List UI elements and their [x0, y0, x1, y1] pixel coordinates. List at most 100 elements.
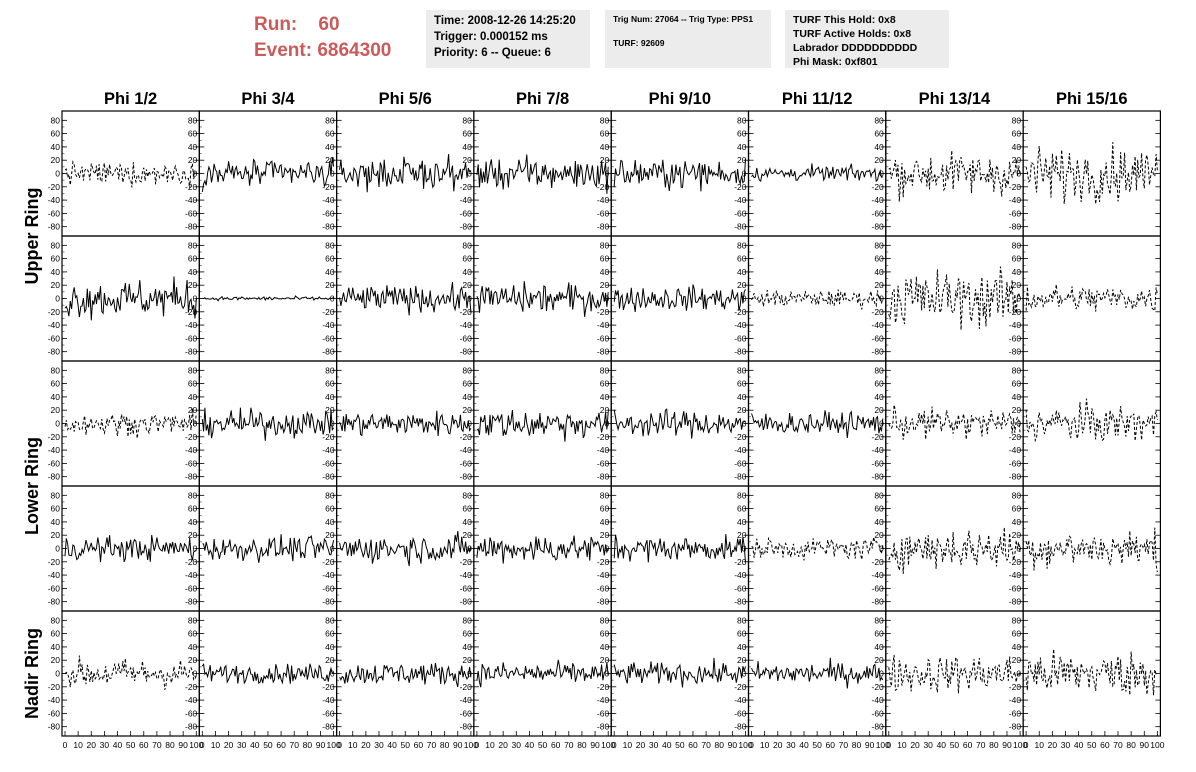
y-tick-label: 20 — [737, 405, 747, 415]
y-tick-label: 40 — [874, 642, 884, 652]
y-tick-label: -60 — [185, 458, 198, 468]
y-tick-label: 60 — [1012, 629, 1022, 639]
y-tick-label: 60 — [737, 254, 747, 264]
y-tick-label: -80 — [460, 722, 473, 732]
waveform-trace — [64, 408, 197, 439]
waveform-trace — [64, 160, 197, 189]
y-tick-label: 0 — [55, 669, 60, 679]
y-tick-label: -40 — [1009, 320, 1022, 330]
y-tick-label: -80 — [872, 722, 885, 732]
y-tick-label: 80 — [462, 615, 472, 625]
y-tick-label: 40 — [462, 142, 472, 152]
x-tick-label: 30 — [512, 740, 522, 750]
y-tick-label: 40 — [1012, 392, 1022, 402]
y-tick-label: 20 — [600, 530, 610, 540]
event-value: 6864300 — [317, 40, 392, 61]
y-tick-label: 0 — [742, 544, 747, 554]
y-tick-label: -60 — [185, 583, 198, 593]
y-tick-label: 0 — [879, 669, 884, 679]
y-tick-label: -40 — [734, 570, 747, 580]
y-tick-label: 0 — [193, 294, 198, 304]
y-tick-label: 0 — [55, 419, 60, 429]
ring-label: Upper Ring — [22, 188, 42, 285]
y-tick-label: -20 — [185, 682, 198, 692]
y-tick-label: 20 — [51, 155, 61, 165]
x-tick-label: 100 — [327, 740, 341, 750]
y-tick-label: -20 — [872, 182, 885, 192]
y-tick-label: -60 — [48, 708, 61, 718]
y-tick-label: 0 — [742, 419, 747, 429]
y-tick-label: 20 — [737, 155, 747, 165]
time-line: Time: 2008-12-26 14:25:20 — [434, 15, 576, 27]
y-tick-label: -80 — [48, 722, 61, 732]
y-tick-label: -80 — [1009, 597, 1022, 607]
y-tick-label: 0 — [604, 419, 609, 429]
y-tick-label: 0 — [604, 169, 609, 179]
waveform-trace — [339, 282, 472, 316]
y-tick-label: -20 — [48, 182, 61, 192]
y-tick-label: 60 — [737, 129, 747, 139]
y-tick-label: -40 — [1009, 570, 1022, 580]
x-tick-label: 100 — [876, 740, 890, 750]
y-tick-label: 60 — [462, 254, 472, 264]
waveform-trace — [751, 657, 884, 689]
y-tick-label: 20 — [188, 405, 198, 415]
y-tick-label: 40 — [51, 142, 61, 152]
y-tick-label: 0 — [467, 419, 472, 429]
y-tick-label: 80 — [600, 490, 610, 500]
y-tick-label: -20 — [322, 682, 335, 692]
y-tick-label: -40 — [872, 570, 885, 580]
y-tick-label: -80 — [185, 347, 198, 357]
x-tick-label: 30 — [1061, 740, 1071, 750]
x-tick-label: 70 — [701, 740, 711, 750]
x-tick-label: 60 — [139, 740, 149, 750]
panel-frame — [610, 610, 750, 737]
x-tick-label: 0 — [200, 740, 205, 750]
y-tick-label: 0 — [742, 669, 747, 679]
y-tick-label: 80 — [188, 115, 198, 125]
y-tick-label: 0 — [1016, 544, 1021, 554]
y-tick-label: 40 — [51, 392, 61, 402]
y-tick-label: 40 — [462, 642, 472, 652]
waveform-trace — [1025, 649, 1158, 696]
y-tick-label: 80 — [188, 365, 198, 375]
y-tick-label: 60 — [51, 254, 61, 264]
y-tick-label: 0 — [1016, 669, 1021, 679]
waveform-trace — [751, 410, 884, 439]
y-tick-label: -80 — [322, 597, 335, 607]
run-value: 60 — [318, 14, 340, 35]
y-tick-label: 60 — [1012, 504, 1022, 514]
x-tick-label: 80 — [989, 740, 999, 750]
y-tick-label: 20 — [188, 155, 198, 165]
x-tick-label: 90 — [728, 740, 738, 750]
y-tick-label: 20 — [51, 530, 61, 540]
y-tick-label: 60 — [600, 254, 610, 264]
y-tick-label: 0 — [55, 169, 60, 179]
y-tick-label: 20 — [51, 655, 61, 665]
y-tick-label: 60 — [462, 379, 472, 389]
y-tick-label: 80 — [737, 115, 747, 125]
y-tick-label: -60 — [872, 708, 885, 718]
x-tick-label: 10 — [211, 740, 221, 750]
y-tick-label: 40 — [1012, 642, 1022, 652]
y-tick-label: -60 — [734, 708, 747, 718]
x-tick-label: 100 — [189, 740, 203, 750]
y-tick-label: -60 — [1009, 458, 1022, 468]
y-tick-label: 20 — [600, 155, 610, 165]
y-tick-label: -80 — [872, 347, 885, 357]
y-tick-label: 40 — [1012, 142, 1022, 152]
x-tick-label: 90 — [590, 740, 600, 750]
y-tick-label: -20 — [1009, 182, 1022, 192]
x-tick-label: 0 — [612, 740, 617, 750]
y-tick-label: -60 — [48, 333, 61, 343]
y-tick-label: -20 — [322, 432, 335, 442]
y-tick-label: 40 — [188, 267, 198, 277]
waveform-trace — [339, 154, 472, 193]
ring-label: Nadir Ring — [22, 628, 42, 719]
y-tick-label: 20 — [325, 155, 335, 165]
y-tick-label: -80 — [597, 597, 610, 607]
x-tick-label: 80 — [577, 740, 587, 750]
x-tick-label: 70 — [427, 740, 437, 750]
phi-mask-line: Phi Mask: 0xf801 — [793, 56, 878, 68]
